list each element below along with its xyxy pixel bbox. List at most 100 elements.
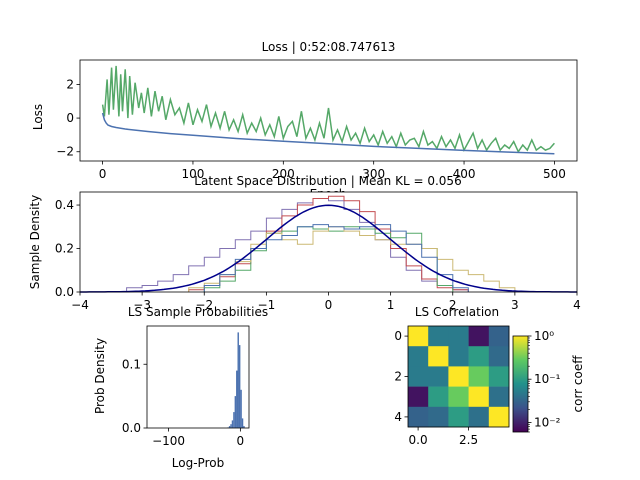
colorbar xyxy=(512,335,529,433)
corr-xtick-label: 0.0 xyxy=(409,433,428,447)
probs-ytick-label: 0.0 xyxy=(122,421,141,435)
corr-cell xyxy=(448,366,469,387)
loss-xtick-label: 500 xyxy=(543,167,566,181)
loss-ytick-label: 0 xyxy=(66,111,74,125)
probs-bar xyxy=(236,370,238,428)
loss-xtick-label: 100 xyxy=(182,167,205,181)
probs-bar xyxy=(237,332,239,428)
colorbar-tick-label: 10⁻¹ xyxy=(534,372,561,386)
latent-ytick-label: 0.4 xyxy=(55,198,74,212)
latent-xtick-label: −1 xyxy=(258,298,276,312)
probs-xtick-label: −100 xyxy=(152,434,185,448)
corr-xtick-label: 2.5 xyxy=(459,433,478,447)
probs-bar xyxy=(238,345,241,428)
loss-axes-frame xyxy=(79,59,578,162)
loss-ylabel: Loss xyxy=(31,104,45,130)
probs-bar xyxy=(234,396,237,428)
corr-ytick-label: 4 xyxy=(394,410,402,424)
corr-cell xyxy=(428,386,449,408)
standard-normal-curve xyxy=(80,204,577,293)
loss-xtick-label: 0 xyxy=(99,167,107,181)
corr-heatmap xyxy=(408,326,510,428)
probs-xlabel: Log-Prob xyxy=(172,456,224,470)
loss-series-line xyxy=(101,65,555,154)
corr-cell xyxy=(428,326,449,347)
colorbar-ticks: 10⁻² 10⁻¹ 10⁰ xyxy=(528,329,561,433)
latent-panel: Latent Space Distribution | Mean KL = 0.… xyxy=(28,174,581,312)
latent-histograms xyxy=(126,195,516,292)
latent-axes-frame xyxy=(79,191,578,293)
corr-ticks: 0.0 2.5 0 2 4 xyxy=(394,329,478,447)
corr-cell xyxy=(428,406,449,428)
probs-bar xyxy=(233,412,235,428)
latent-bg xyxy=(80,192,577,292)
probs-bar xyxy=(230,424,232,428)
corr-cell xyxy=(488,366,510,387)
loss-ytick-label: −2 xyxy=(56,145,74,159)
corr-cell xyxy=(448,326,469,347)
latent-xtick-label: −3 xyxy=(133,298,151,312)
corr-cell xyxy=(428,366,449,387)
probs-panel: LS Sample Probabilities Prob Density Log… xyxy=(93,305,268,470)
probs-bars xyxy=(227,332,245,429)
corr-cell xyxy=(408,406,429,428)
probs-ticks: −100 0 0.0 0.1 xyxy=(122,357,244,448)
probs-axes-frame xyxy=(146,325,250,429)
loss-title: Loss | 0:52:08.747613 xyxy=(262,40,396,54)
corr-cell xyxy=(468,326,490,347)
probs-bar xyxy=(243,426,245,428)
corr-cell xyxy=(408,326,429,347)
corr-cell xyxy=(408,386,429,408)
colorbar-label: corr coeff xyxy=(571,355,585,413)
probs-bar xyxy=(228,426,231,428)
probs-bar xyxy=(240,389,242,429)
latent-ytick-label: 0.2 xyxy=(55,242,74,256)
corr-cell xyxy=(468,346,490,367)
corr-cell xyxy=(408,346,429,367)
corr-cell xyxy=(468,386,490,408)
corr-ytick-label: 2 xyxy=(394,370,402,384)
latent-xtick-label: 2 xyxy=(449,298,457,312)
corr-cell xyxy=(408,366,429,387)
probs-ytick-label: 0.1 xyxy=(122,357,141,371)
probs-title: LS Sample Probabilities xyxy=(128,305,268,319)
corr-cell xyxy=(448,386,469,408)
corr-cell xyxy=(448,406,469,428)
latent-ylabel: Sample Density xyxy=(28,195,42,289)
probs-bar xyxy=(231,420,234,428)
probs-xtick-label: 0 xyxy=(237,434,245,448)
loss-series-line xyxy=(101,112,555,155)
loss-ticks: 0 100 200 300 400 500 −2 0 2 xyxy=(56,77,566,181)
corr-cell xyxy=(488,386,510,408)
corr-cell xyxy=(448,346,469,367)
latent-xtick-label: 4 xyxy=(573,298,581,312)
corr-panel: LS Correlation 0.0 2.5 0 2 4 10⁻² 10⁻¹ 10⁰ cor… xyxy=(394,305,585,447)
latent-ytick-label: 0.0 xyxy=(55,285,74,299)
probs-bar xyxy=(241,418,244,428)
loss-lines xyxy=(101,65,555,155)
corr-cell xyxy=(468,406,490,428)
latent-title: Latent Space Distribution | Mean KL = 0.… xyxy=(194,174,461,188)
loss-panel: Loss | 0:52:08.747613 Loss 0 100 200 300 400… xyxy=(31,40,578,181)
loss-xtick-label: 300 xyxy=(362,167,385,181)
corr-title: LS Correlation xyxy=(415,305,499,319)
probs-ylabel: Prob Density xyxy=(93,338,107,414)
corr-cell xyxy=(488,406,510,428)
latent-xtick-label: −4 xyxy=(71,298,89,312)
latent-xtick-label: 3 xyxy=(511,298,519,312)
latent-xtick-label: −2 xyxy=(195,298,213,312)
colorbar-tick-label: 10⁻² xyxy=(534,415,561,429)
latent-xtick-label: 1 xyxy=(387,298,395,312)
latent-xtick-label: 0 xyxy=(325,298,333,312)
loss-xtick-label: 400 xyxy=(453,167,476,181)
corr-ytick-label: 0 xyxy=(394,329,402,343)
loss-xtick-label: 200 xyxy=(272,167,295,181)
latent-histogram-step xyxy=(203,224,469,292)
corr-cell xyxy=(428,346,449,367)
colorbar-tick-label: 10⁰ xyxy=(534,329,554,343)
latent-ticks: −4 −3 −2 −1 0 1 2 3 4 0.0 0.2 0.4 xyxy=(55,198,581,312)
loss-ytick-label: 2 xyxy=(66,77,74,91)
corr-cell xyxy=(488,326,510,347)
corr-cell xyxy=(488,346,510,367)
